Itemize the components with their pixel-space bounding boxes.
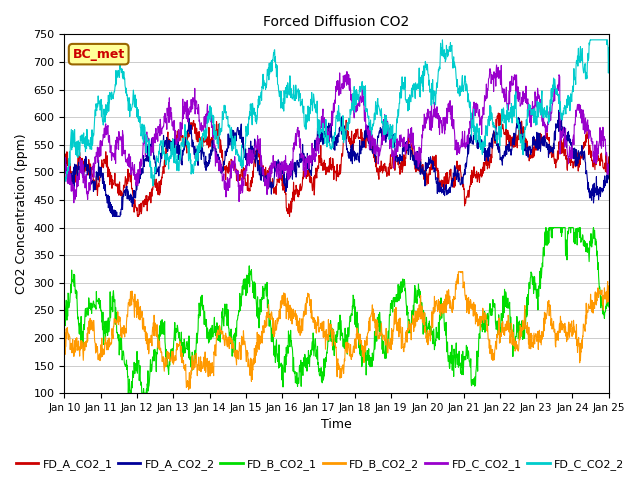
FD_C_CO2_1 — [303, 160, 311, 166]
FD_C_CO2_2 — [292, 82, 300, 88]
FD_A_CO2_1 — [313, 175, 321, 181]
FD_B_CO2_2 — [371, 320, 378, 325]
Title: Forced Diffusion CO2: Forced Diffusion CO2 — [264, 15, 410, 29]
FD_B_CO2_1 — [371, 329, 378, 335]
Legend: FD_A_CO2_1, FD_A_CO2_2, FD_B_CO2_1, FD_B_CO2_2, FD_C_CO2_1, FD_C_CO2_2: FD_A_CO2_1, FD_A_CO2_2, FD_B_CO2_1, FD_B… — [12, 455, 628, 474]
Line: FD_B_CO2_2: FD_B_CO2_2 — [65, 272, 609, 390]
FD_C_CO2_2 — [61, 169, 68, 175]
X-axis label: Time: Time — [321, 419, 352, 432]
FD_C_CO2_1 — [61, 168, 68, 173]
FD_C_CO2_1 — [493, 62, 500, 68]
FD_B_CO2_2 — [605, 283, 612, 289]
FD_A_CO2_1 — [292, 188, 300, 194]
FD_C_CO2_1 — [313, 142, 321, 147]
FD_C_CO2_2 — [586, 37, 594, 43]
FD_C_CO2_1 — [70, 200, 77, 205]
FD_B_CO2_1 — [303, 368, 311, 374]
FD_B_CO2_1 — [61, 300, 68, 306]
FD_C_CO2_1 — [103, 132, 111, 137]
FD_B_CO2_1 — [125, 387, 133, 393]
FD_B_CO2_1 — [313, 347, 321, 353]
FD_A_CO2_1 — [371, 156, 378, 162]
FD_C_CO2_2 — [313, 110, 321, 116]
FD_A_CO2_2 — [371, 143, 378, 148]
FD_B_CO2_2 — [125, 301, 132, 307]
FD_C_CO2_1 — [605, 171, 612, 177]
FD_B_CO2_2 — [185, 387, 193, 393]
FD_A_CO2_2 — [109, 214, 116, 219]
FD_B_CO2_2 — [313, 322, 321, 328]
FD_A_CO2_1 — [303, 173, 311, 179]
FD_C_CO2_2 — [125, 99, 132, 105]
FD_C_CO2_2 — [303, 120, 311, 125]
FD_B_CO2_2 — [454, 269, 462, 275]
FD_C_CO2_1 — [292, 131, 300, 136]
Line: FD_A_CO2_2: FD_A_CO2_2 — [65, 110, 609, 216]
FD_B_CO2_1 — [102, 330, 110, 336]
FD_B_CO2_2 — [303, 297, 311, 302]
FD_A_CO2_1 — [102, 164, 110, 170]
FD_B_CO2_2 — [102, 347, 110, 353]
FD_C_CO2_2 — [605, 45, 612, 50]
Text: BC_met: BC_met — [72, 48, 125, 60]
FD_B_CO2_2 — [61, 341, 68, 347]
FD_A_CO2_1 — [495, 110, 502, 116]
FD_C_CO2_1 — [125, 164, 133, 170]
FD_A_CO2_1 — [605, 154, 612, 160]
FD_B_CO2_1 — [292, 378, 300, 384]
FD_A_CO2_1 — [134, 214, 141, 219]
FD_C_CO2_2 — [102, 107, 110, 112]
FD_A_CO2_1 — [125, 170, 132, 176]
FD_A_CO2_1 — [61, 161, 68, 167]
FD_A_CO2_2 — [102, 194, 110, 200]
FD_A_CO2_2 — [303, 167, 311, 172]
FD_C_CO2_2 — [371, 110, 378, 116]
FD_C_CO2_2 — [149, 183, 157, 189]
FD_B_CO2_2 — [292, 317, 300, 323]
FD_B_CO2_1 — [605, 304, 612, 310]
FD_A_CO2_2 — [125, 193, 133, 199]
FD_A_CO2_2 — [292, 167, 300, 173]
Line: FD_C_CO2_1: FD_C_CO2_1 — [65, 65, 609, 203]
FD_A_CO2_2 — [61, 157, 68, 163]
FD_A_CO2_2 — [605, 176, 612, 182]
FD_A_CO2_2 — [555, 107, 563, 113]
FD_A_CO2_2 — [313, 138, 321, 144]
Y-axis label: CO2 Concentration (ppm): CO2 Concentration (ppm) — [15, 133, 28, 294]
Line: FD_B_CO2_1: FD_B_CO2_1 — [65, 228, 609, 393]
FD_B_CO2_1 — [542, 225, 550, 230]
Line: FD_C_CO2_2: FD_C_CO2_2 — [65, 40, 609, 186]
FD_C_CO2_1 — [371, 141, 378, 146]
FD_B_CO2_1 — [124, 390, 132, 396]
Line: FD_A_CO2_1: FD_A_CO2_1 — [65, 113, 609, 216]
